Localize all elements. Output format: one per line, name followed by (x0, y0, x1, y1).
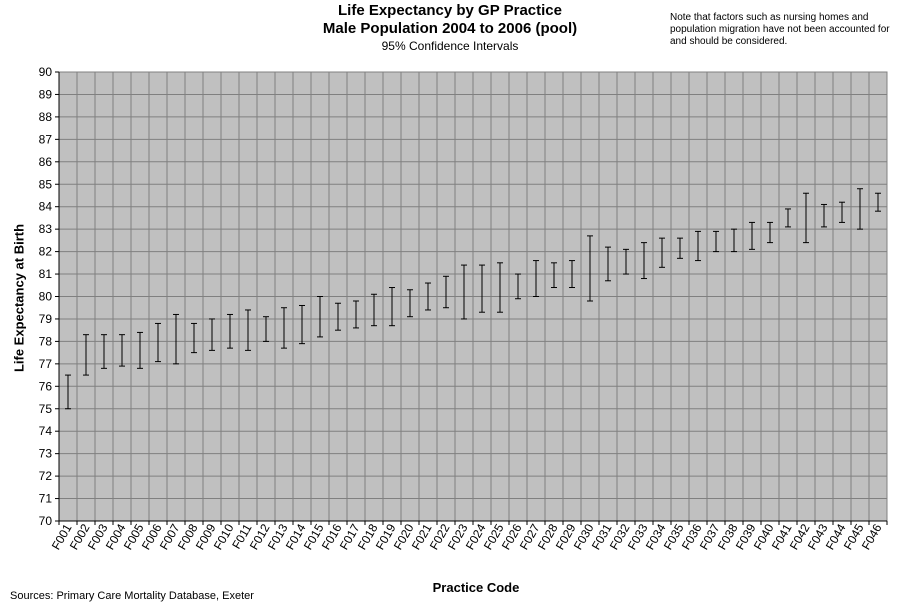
y-tick-label: 77 (39, 357, 53, 371)
y-tick-label: 72 (39, 469, 53, 483)
y-tick-label: 83 (39, 222, 53, 236)
chart-title-line-2: Male Population 2004 to 2006 (pool) (322, 20, 578, 37)
x-tick-label: F046 (859, 521, 885, 552)
y-tick-label: 75 (39, 402, 53, 416)
x-axis-label: Practice Code (432, 580, 520, 595)
chart-title-block: Life Expectancy by GP Practice Male Popu… (230, 2, 670, 54)
y-tick-label: 88 (39, 110, 53, 124)
chart-subtitle: 95% Confidence Intervals (381, 39, 519, 53)
y-tick-label: 89 (39, 87, 53, 101)
y-axis-label: Life Expectancy at Birth (11, 223, 27, 373)
y-tick-label: 90 (39, 65, 53, 79)
y-tick-label: 74 (39, 424, 53, 438)
y-tick-label: 86 (39, 155, 53, 169)
y-tick-label: 85 (39, 177, 53, 191)
error-bar-chart: 70 71 72 73 74 75 76 77 78 79 80 81 82 83 84 85 86 87 88 89… (39, 65, 888, 552)
chart-note: Note that factors such as nursing homes … (670, 12, 890, 47)
y-tick-label: 73 (39, 447, 53, 461)
y-tick-label: 78 (39, 334, 53, 348)
y-tick-label: 87 (39, 132, 53, 146)
y-tick-label: 81 (39, 267, 53, 281)
y-tick-label: 76 (39, 379, 53, 393)
y-tick-label: 82 (39, 245, 53, 259)
chart-title-line-1: Life Expectancy by GP Practice (338, 2, 562, 19)
y-tick-label: 79 (39, 312, 53, 326)
y-tick-label: 71 (39, 492, 53, 506)
y-tick-label: 80 (39, 290, 53, 304)
y-tick-label: 84 (39, 200, 53, 214)
y-tick-label: 70 (39, 514, 53, 528)
source-note: Sources: Primary Care Mortality Database… (10, 590, 254, 602)
